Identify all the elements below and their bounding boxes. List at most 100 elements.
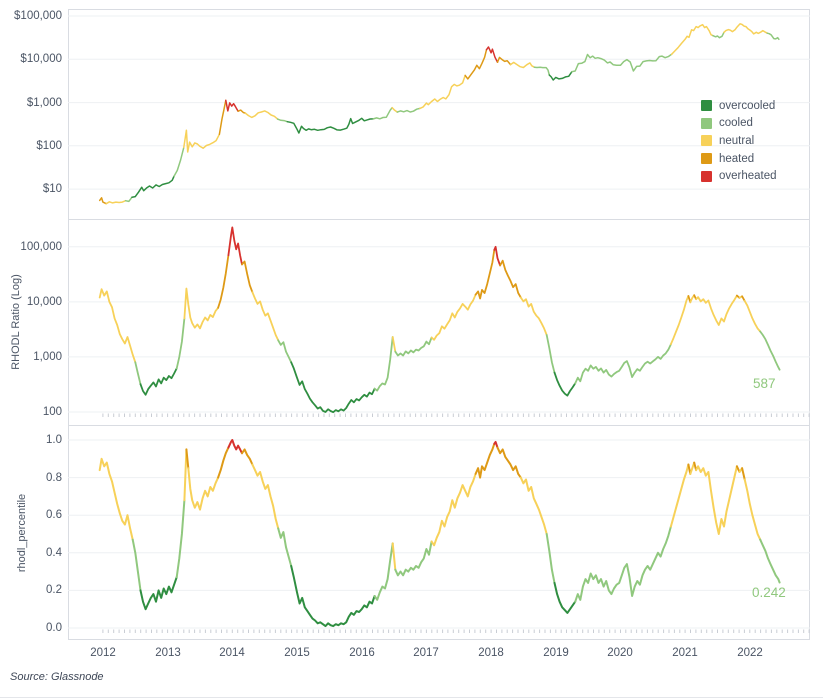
rhodl-last-value-annotation: 587	[753, 376, 776, 391]
x-tick-label: 2022	[737, 647, 763, 659]
price_by_rhodl_state-line-chart	[68, 15, 810, 205]
price_by_rhodl_state-segment-cooled	[124, 196, 133, 203]
x-tick-label: 2012	[90, 647, 116, 659]
x-tick-label: 2020	[607, 647, 633, 659]
legend-item-overheated[interactable]: overheated	[701, 167, 777, 185]
price_by_rhodl_state-segment-cooled	[766, 32, 780, 41]
rhodl_ratio-segment-neutral	[695, 294, 738, 326]
rhodl_ratio-segment-overcooled	[139, 367, 178, 396]
rhodl_ratio-segment-cooled	[545, 334, 556, 374]
rhodl_percentile-segment-heated	[185, 448, 190, 470]
rhodl_percentile-segment-cooled	[394, 540, 433, 577]
price_by_rhodl_state-segment-neutral	[391, 106, 399, 113]
rhodl_ratio-segment-cooled	[373, 336, 394, 392]
price_by_rhodl_state-segment-neutral	[670, 23, 714, 56]
rhodl_percentile-segment-neutral	[183, 448, 188, 502]
price_by_rhodl_state-segment-cooled	[571, 53, 673, 73]
rhodl_ratio-segment-neutral	[183, 287, 220, 330]
legend-item-label: cooled	[719, 117, 753, 130]
neutral-swatch-icon	[701, 135, 712, 147]
price_by_rhodl_state-segment-overheated	[485, 46, 499, 63]
y-tick-label: 1,000	[33, 351, 62, 363]
rhodl_ratio-segment-overheated	[227, 226, 243, 266]
price_by_rhodl_state-segment-overcooled	[286, 117, 375, 134]
price_by_rhodl_state-segment-cooled	[173, 146, 185, 177]
rhodl_ratio-segment-neutral	[430, 293, 477, 341]
rhodl_percentile-segment-cooled	[574, 525, 672, 603]
y-tick-label: $100,000	[14, 10, 62, 22]
percentile-last-value-annotation: 0.242	[752, 585, 786, 600]
y-tick-label: 100	[42, 406, 62, 418]
price_by_rhodl_state-segment-heated	[218, 99, 227, 136]
rhodl_percentile-segment-cooled	[277, 527, 293, 567]
y-tick-label: $10,000	[20, 53, 62, 65]
rhodl_percentile-segment-heated	[217, 446, 230, 479]
y-tick-label: $100	[36, 140, 62, 152]
bottom-divider	[0, 697, 823, 698]
price-chart-panel[interactable]	[68, 9, 810, 219]
y-tick-label: 0.6	[46, 509, 62, 521]
price_by_rhodl_state-segment-cooled	[276, 118, 289, 123]
price_by_rhodl_state-segment-cooled	[533, 66, 551, 76]
price_by_rhodl_state-segment-neutral	[105, 199, 127, 205]
rhodl_ratio-segment-overheated	[493, 245, 502, 267]
x-tick-label: 2016	[349, 647, 375, 659]
rhodl_percentile-segment-neutral	[689, 461, 696, 475]
rhodl_percentile-segment-neutral	[98, 457, 134, 541]
price_by_rhodl_state-segment-overheated	[225, 99, 239, 112]
price_by_rhodl_state-segment-neutral	[509, 61, 536, 69]
legend-item-heated[interactable]: heated	[701, 150, 777, 168]
rhodl_ratio-segment-cooled	[574, 343, 672, 385]
rhodl_ratio-segment-cooled	[277, 339, 293, 364]
source-credit: Source: Glassnode	[10, 671, 104, 683]
x-tick-label: 2014	[219, 647, 245, 659]
rhodl_percentile-segment-neutral	[187, 467, 220, 511]
panel-separator	[68, 219, 810, 220]
rhodl_ratio-segment-overcooled	[290, 361, 376, 414]
price_by_rhodl_state-segment-heated	[98, 197, 107, 205]
rhodl_percentile-segment-cooled	[759, 538, 781, 584]
overheated-swatch-icon	[701, 170, 712, 182]
panel-separator	[68, 425, 810, 426]
legend-item-label: neutral	[719, 134, 755, 147]
rhodl_percentile-segment-cooled	[373, 542, 394, 601]
rhodl-ratio-chart-panel[interactable]	[68, 219, 810, 425]
rhodl_percentile-segment-neutral	[251, 463, 280, 530]
rhodl_percentile-segment-neutral	[743, 478, 762, 541]
rhodl_percentile-segment-heated	[741, 467, 746, 481]
legend-item-label: overcooled	[719, 99, 776, 112]
rhodl_percentile-segment-cooled	[175, 499, 186, 579]
rhodl_percentile-segment-heated	[241, 448, 254, 466]
rhodl_percentile-line-chart	[68, 439, 810, 633]
rhodl_ratio-segment-cooled	[394, 336, 433, 357]
rhodl_percentile-segment-neutral	[519, 476, 548, 535]
rhodl-percentile-chart-panel[interactable]	[68, 425, 810, 640]
rhodl_ratio-segment-overcooled	[553, 371, 577, 397]
rhodl_percentile-segment-neutral	[695, 465, 738, 535]
rhodl_ratio-segment-neutral	[743, 300, 762, 333]
rhodl_percentile-segment-overcooled	[290, 565, 376, 628]
rhodl_percentile-segment-overheated	[227, 439, 243, 455]
cooled-swatch-icon	[701, 117, 712, 129]
rhodl_ratio-segment-cooled	[759, 330, 781, 371]
x-tick-label: 2017	[413, 647, 439, 659]
legend-item-label: heated	[719, 152, 755, 165]
price_by_rhodl_state-segment-heated	[237, 109, 247, 114]
rhodl_percentile-segment-overcooled	[553, 581, 577, 614]
y-tick-label: $10	[42, 183, 62, 195]
legend-item-cooled[interactable]: cooled	[701, 115, 777, 133]
rhodl_ratio-segment-neutral	[519, 296, 548, 336]
rhodl_ratio-segment-cooled	[175, 317, 186, 370]
overcooled-swatch-icon	[701, 100, 712, 112]
x-tick-label: 2013	[155, 647, 181, 659]
rhodl_ratio-segment-neutral	[98, 288, 137, 364]
y-tick-label: 0.2	[46, 584, 62, 596]
rhodl-percentile-axis-title: rhodl_percentile	[16, 493, 28, 573]
price_by_rhodl_state-segment-heated	[496, 56, 512, 66]
legend-item-overcooled[interactable]: overcooled	[701, 97, 777, 115]
rhodl_ratio-segment-heated	[241, 260, 254, 294]
y-tick-label: 10,000	[26, 296, 62, 308]
price_by_rhodl_state-segment-overcooled	[131, 175, 175, 198]
rhodl_percentile-segment-overcooled	[139, 576, 178, 611]
legend-item-neutral[interactable]: neutral	[701, 132, 777, 150]
